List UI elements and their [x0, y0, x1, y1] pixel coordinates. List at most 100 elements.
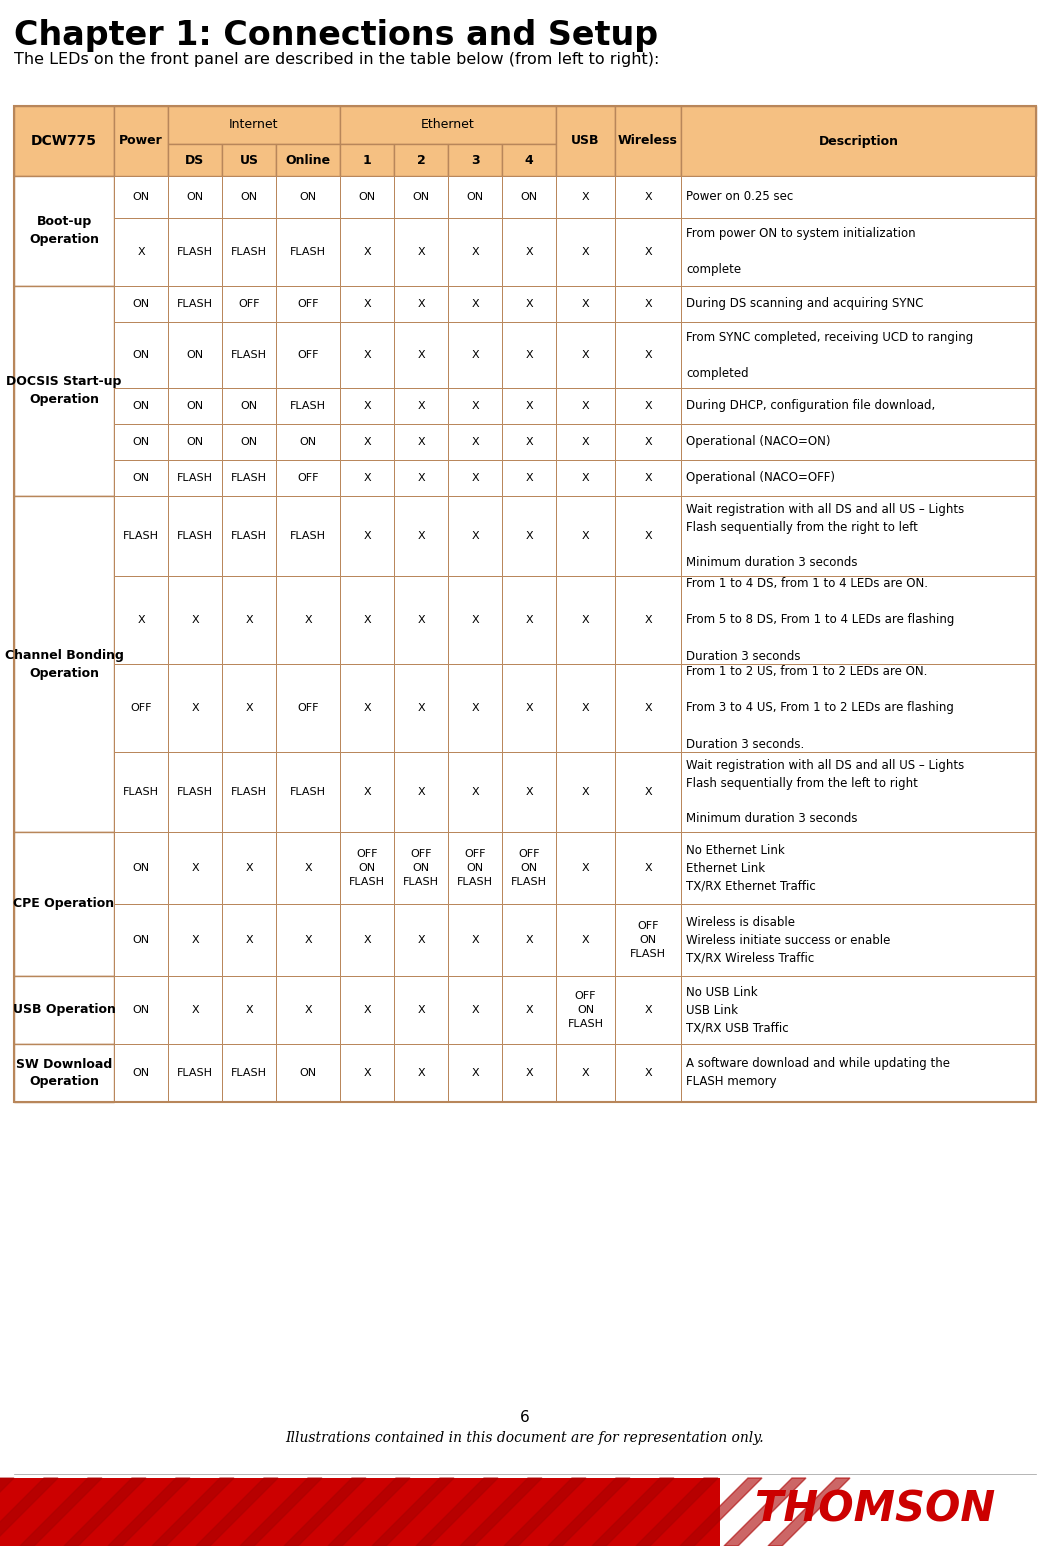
Bar	[448, 663, 502, 751]
Bar	[14, 286, 114, 496]
Bar	[222, 577, 276, 663]
Bar	[394, 322, 448, 388]
Text: X: X	[363, 473, 371, 482]
Bar	[276, 218, 340, 286]
Text: DOCSIS Start-up
Operation: DOCSIS Start-up Operation	[6, 376, 122, 407]
Bar	[394, 976, 448, 1044]
Text: OFF
ON
FLASH: OFF ON FLASH	[630, 921, 666, 959]
Text: X: X	[417, 349, 425, 360]
Text: X: X	[582, 863, 589, 873]
Text: X: X	[191, 703, 198, 713]
Bar	[448, 577, 502, 663]
Text: Description: Description	[819, 135, 899, 147]
Text: Illustrations contained in this document are for representation only.: Illustrations contained in this document…	[286, 1432, 764, 1446]
Bar	[114, 424, 168, 461]
Text: X: X	[191, 1005, 198, 1016]
Bar	[394, 751, 448, 832]
Bar	[556, 1044, 615, 1102]
Text: X: X	[363, 349, 371, 360]
Bar	[114, 751, 168, 832]
Text: OFF
ON
FLASH: OFF ON FLASH	[349, 849, 385, 887]
Bar	[556, 577, 615, 663]
Text: X: X	[582, 438, 589, 447]
Text: OFF
ON
FLASH: OFF ON FLASH	[511, 849, 547, 887]
Text: X: X	[417, 1005, 425, 1016]
Text: USB: USB	[571, 135, 600, 147]
Bar	[222, 461, 276, 496]
Bar	[340, 1044, 394, 1102]
Bar	[615, 388, 681, 424]
Text: X: X	[138, 247, 145, 257]
Text: X: X	[525, 473, 532, 482]
Bar	[556, 107, 615, 176]
Bar	[502, 1044, 556, 1102]
Text: ON: ON	[521, 192, 538, 203]
Text: OFF: OFF	[297, 298, 319, 309]
Text: X: X	[363, 530, 371, 541]
Text: ON: ON	[187, 349, 204, 360]
Bar	[448, 496, 502, 577]
Text: X: X	[645, 787, 652, 798]
Bar	[340, 424, 394, 461]
Text: X: X	[363, 703, 371, 713]
Bar	[556, 663, 615, 751]
Bar	[222, 976, 276, 1044]
Bar	[394, 424, 448, 461]
Bar	[114, 496, 168, 577]
Text: FLASH: FLASH	[290, 247, 326, 257]
Text: ON: ON	[299, 438, 316, 447]
Text: Operational (NACO=ON): Operational (NACO=ON)	[686, 436, 831, 448]
Text: X: X	[304, 615, 312, 625]
Bar	[276, 176, 340, 218]
Text: Boot-up
Operation: Boot-up Operation	[29, 215, 99, 246]
Bar	[448, 751, 502, 832]
Text: X: X	[582, 787, 589, 798]
Text: ON: ON	[132, 1068, 149, 1078]
Text: 3: 3	[470, 153, 479, 167]
Text: X: X	[417, 935, 425, 945]
Bar	[681, 976, 1036, 1044]
Bar	[168, 832, 222, 904]
Bar	[276, 976, 340, 1044]
Bar	[615, 1044, 681, 1102]
Polygon shape	[196, 1478, 278, 1546]
Text: 1: 1	[362, 153, 372, 167]
Bar	[168, 461, 222, 496]
Text: ON: ON	[132, 349, 149, 360]
Bar	[340, 904, 394, 976]
Bar	[276, 286, 340, 322]
Bar	[502, 751, 556, 832]
Bar	[168, 976, 222, 1044]
Text: X: X	[471, 787, 479, 798]
Bar	[168, 286, 222, 322]
Bar	[556, 832, 615, 904]
Text: 4: 4	[525, 153, 533, 167]
Bar	[681, 107, 1036, 176]
Text: US: US	[239, 153, 258, 167]
Text: ON: ON	[240, 192, 257, 203]
Bar	[681, 751, 1036, 832]
Bar	[222, 388, 276, 424]
Text: Online: Online	[286, 153, 331, 167]
Bar	[502, 144, 556, 176]
Text: X: X	[582, 703, 589, 713]
Bar	[168, 176, 222, 218]
Bar	[340, 107, 556, 144]
Text: X: X	[471, 1068, 479, 1078]
Bar	[114, 176, 168, 218]
Text: Ethernet: Ethernet	[421, 119, 475, 131]
Bar	[276, 461, 340, 496]
Text: ON: ON	[299, 1068, 316, 1078]
Text: X: X	[582, 400, 589, 411]
Bar	[394, 176, 448, 218]
Bar	[681, 424, 1036, 461]
Bar	[448, 176, 502, 218]
Text: X: X	[582, 473, 589, 482]
Bar	[276, 663, 340, 751]
Text: FLASH: FLASH	[231, 787, 267, 798]
Bar	[340, 286, 394, 322]
Text: X: X	[417, 615, 425, 625]
Text: ON: ON	[132, 473, 149, 482]
Text: FLASH: FLASH	[290, 787, 326, 798]
Text: X: X	[417, 438, 425, 447]
